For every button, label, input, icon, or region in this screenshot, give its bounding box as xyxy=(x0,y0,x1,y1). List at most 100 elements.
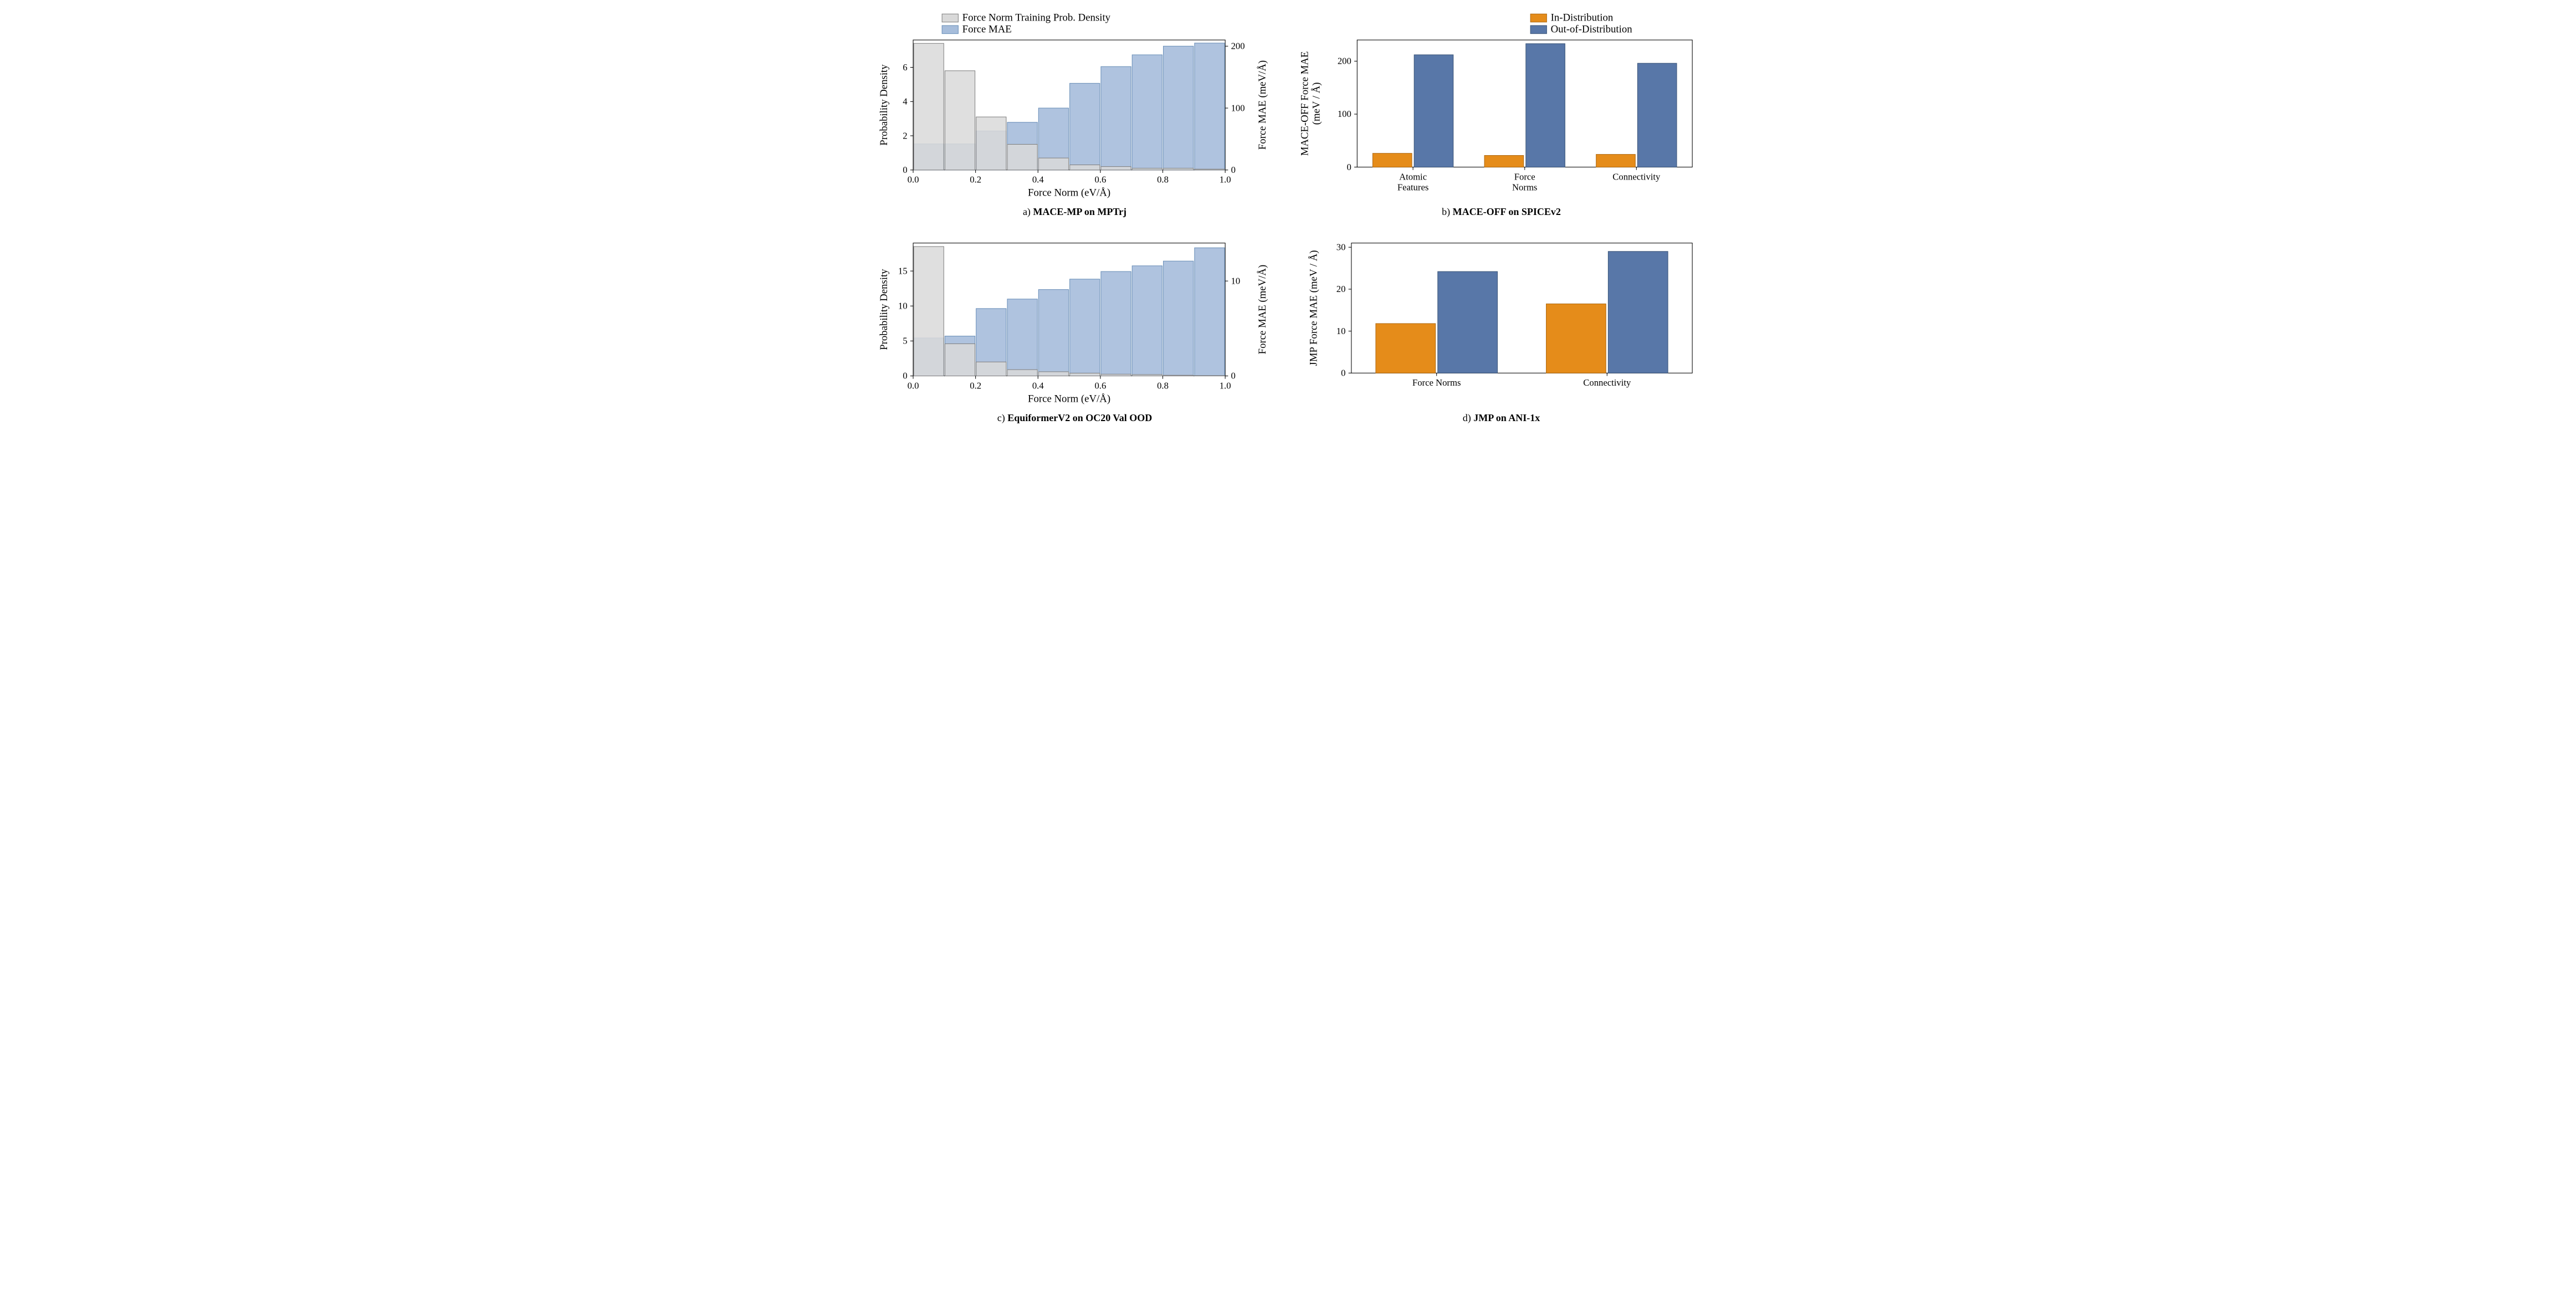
svg-text:0.4: 0.4 xyxy=(1032,381,1044,391)
svg-text:Norms: Norms xyxy=(1512,182,1537,192)
svg-text:15: 15 xyxy=(898,265,907,276)
svg-text:Force Norm (eV/Å): Force Norm (eV/Å) xyxy=(1028,187,1110,199)
mae-bar xyxy=(1163,46,1193,170)
density-bar xyxy=(1069,165,1099,170)
svg-text:10: 10 xyxy=(1336,326,1345,336)
density-bar xyxy=(1069,373,1099,376)
legend-label-density: Force Norm Training Prob. Density xyxy=(962,12,1110,24)
bar-out-of-distribution xyxy=(1414,55,1453,167)
caption-a-bold: MACE-MP on MPTrj xyxy=(1033,206,1126,217)
svg-text:0.2: 0.2 xyxy=(970,381,981,391)
svg-text:Probability Density: Probability Density xyxy=(878,64,890,146)
caption-a-prefix: a) xyxy=(1023,206,1033,217)
svg-text:Force Norms: Force Norms xyxy=(1412,377,1461,388)
panel-d: 0 10 20 30 JMP Force MAE (meV / Å) Force Norm… xyxy=(1299,234,1704,424)
legend-swatch-in xyxy=(1530,14,1546,22)
density-bar xyxy=(1132,168,1162,170)
chart-b-plot: 0100200MACE-OFF Force MAE(meV / Å)Atomic… xyxy=(1299,40,1692,192)
density-bar xyxy=(914,247,944,376)
svg-text:0.8: 0.8 xyxy=(1157,381,1169,391)
mae-bar xyxy=(1163,261,1193,376)
svg-text:200: 200 xyxy=(1231,41,1245,52)
svg-text:5: 5 xyxy=(903,336,907,346)
svg-text:0.0: 0.0 xyxy=(907,381,919,391)
svg-text:2: 2 xyxy=(903,130,907,141)
legend-swatch-mae xyxy=(942,25,958,34)
legend-label-mae: Force MAE xyxy=(962,24,1011,35)
svg-text:0: 0 xyxy=(903,165,907,175)
svg-text:100: 100 xyxy=(1231,103,1245,113)
panel-a: Force Norm Training Prob. Density Force … xyxy=(873,11,1277,218)
svg-text:100: 100 xyxy=(1337,109,1351,119)
svg-text:10: 10 xyxy=(898,301,907,311)
svg-text:20: 20 xyxy=(1336,284,1345,294)
chart-b-svg: In-Distribution Out-of-Distribution 0100… xyxy=(1299,11,1704,202)
svg-text:0: 0 xyxy=(1231,165,1235,175)
chart-b-wrap: In-Distribution Out-of-Distribution 0100… xyxy=(1299,11,1704,202)
bar-out-of-distribution xyxy=(1437,272,1497,373)
legend-swatch-density xyxy=(942,14,958,22)
density-bar xyxy=(1038,372,1068,376)
legend-a: Force Norm Training Prob. Density Force … xyxy=(942,12,1111,35)
mae-bar xyxy=(1069,83,1099,170)
bar-out-of-distribution xyxy=(1637,63,1677,167)
caption-b: b) MACE-OFF on SPICEv2 xyxy=(1442,206,1561,218)
svg-text:0.8: 0.8 xyxy=(1157,175,1169,185)
chart-a-plot: 0.00.20.40.60.81.0Force Norm (eV/Å)0246P… xyxy=(878,40,1268,199)
svg-text:200: 200 xyxy=(1337,56,1351,66)
chart-d-wrap: 0 10 20 30 JMP Force MAE (meV / Å) Force Norm… xyxy=(1299,234,1704,408)
chart-d-plot: 0 10 20 30 JMP Force MAE (meV / Å) Force Norm… xyxy=(1308,242,1692,388)
chart-c-svg: 0.0 0.2 0.4 0.6 0.8 1.0 Force Norm (eV/Å) 0 5 10 1… xyxy=(873,234,1277,408)
density-bar xyxy=(1007,144,1037,170)
caption-b-bold: MACE-OFF on SPICEv2 xyxy=(1453,206,1561,217)
svg-text:4: 4 xyxy=(903,96,908,107)
svg-text:0: 0 xyxy=(1346,162,1351,172)
svg-text:Force Norm (eV/Å): Force Norm (eV/Å) xyxy=(1028,393,1110,405)
caption-c-prefix: c) xyxy=(997,412,1007,423)
svg-text:Force MAE (meV/Å): Force MAE (meV/Å) xyxy=(1257,265,1268,355)
svg-text:0.2: 0.2 xyxy=(970,175,981,185)
svg-text:JMP Force MAE (meV / Å): JMP Force MAE (meV / Å) xyxy=(1308,250,1319,366)
svg-text:30: 30 xyxy=(1336,242,1345,253)
chart-d-svg: 0 10 20 30 JMP Force MAE (meV / Å) Force Norm… xyxy=(1299,234,1704,408)
density-bar xyxy=(1163,375,1193,376)
mae-bar xyxy=(1132,266,1162,376)
svg-text:1.0: 1.0 xyxy=(1219,175,1231,185)
svg-text:0: 0 xyxy=(1231,371,1235,381)
mae-bar xyxy=(1069,279,1099,376)
svg-text:Atomic: Atomic xyxy=(1399,172,1427,182)
svg-text:0: 0 xyxy=(903,371,907,381)
bar-out-of-distribution xyxy=(1608,252,1668,373)
svg-text:1.0: 1.0 xyxy=(1219,381,1231,391)
svg-text:Force MAE (meV/Å): Force MAE (meV/Å) xyxy=(1257,60,1268,150)
caption-d: d) JMP on ANI-1x xyxy=(1463,412,1540,424)
bar-in-distribution xyxy=(1375,324,1435,373)
chart-a-wrap: Force Norm Training Prob. Density Force … xyxy=(873,11,1277,202)
svg-text:(meV / Å): (meV / Å) xyxy=(1310,82,1322,125)
caption-a: a) MACE-MP on MPTrj xyxy=(1023,206,1126,218)
panel-c: 0.0 0.2 0.4 0.6 0.8 1.0 Force Norm (eV/Å) 0 5 10 1… xyxy=(873,234,1277,424)
mae-bar xyxy=(1100,272,1130,376)
density-bar xyxy=(1038,158,1068,170)
svg-text:10: 10 xyxy=(1231,276,1240,286)
svg-text:0: 0 xyxy=(1341,368,1345,378)
density-bar xyxy=(1163,168,1193,170)
caption-d-bold: JMP on ANI-1x xyxy=(1473,412,1540,423)
legend-label-in: In-Distribution xyxy=(1550,12,1613,24)
svg-text:Probability Density: Probability Density xyxy=(878,269,890,350)
mae-bar xyxy=(1194,43,1224,170)
caption-d-prefix: d) xyxy=(1463,412,1474,423)
mae-bar xyxy=(1132,55,1162,170)
density-bar xyxy=(976,117,1006,170)
svg-text:Force: Force xyxy=(1514,172,1535,182)
chart-c-wrap: 0.0 0.2 0.4 0.6 0.8 1.0 Force Norm (eV/Å) 0 5 10 1… xyxy=(873,234,1277,408)
svg-text:0.0: 0.0 xyxy=(907,175,919,185)
density-bar xyxy=(1100,374,1130,376)
bar-in-distribution xyxy=(1596,155,1635,167)
bar-in-distribution xyxy=(1484,156,1524,167)
svg-text:0.6: 0.6 xyxy=(1094,381,1106,391)
mae-bar xyxy=(1194,248,1224,376)
svg-text:Connectivity: Connectivity xyxy=(1612,172,1661,182)
svg-text:0.4: 0.4 xyxy=(1032,175,1044,185)
svg-text:6: 6 xyxy=(903,62,907,73)
